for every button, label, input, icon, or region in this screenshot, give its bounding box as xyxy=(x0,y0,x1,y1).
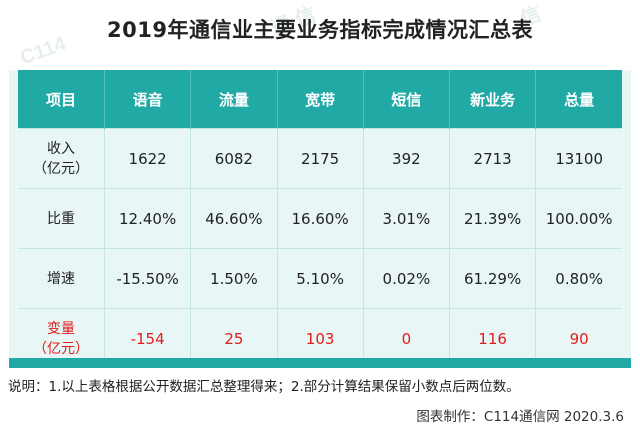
table-body: 收入 （亿元） 1622 6082 2175 392 2713 13100 比重 12.40% 46… xyxy=(18,128,622,368)
table-frame: 项目 语音 流量 宽带 短信 新业务 总量 收入 （亿元） 1622 6082 2175 392 271… xyxy=(9,70,631,368)
header-cell: 语音 xyxy=(104,70,192,129)
table-cell: 2175 xyxy=(277,128,364,189)
table-cell: 16.60% xyxy=(277,188,364,249)
table-cell: 13100 xyxy=(535,128,622,189)
table-row: 比重 12.40% 46.60% 16.60% 3.01% 21.39% 100.00% xyxy=(18,188,622,249)
table-cell: 61.29% xyxy=(449,248,537,309)
header-cell: 流量 xyxy=(190,70,278,129)
table-cell: 3.01% xyxy=(363,188,451,249)
table-row: 增速 -15.50% 1.50% 5.10% 0.02% 61.29% 0.80% xyxy=(18,248,622,309)
row-label: 收入 （亿元） xyxy=(18,128,105,189)
table-cell: 100.00% xyxy=(535,188,622,249)
table-row: 收入 （亿元） 1622 6082 2175 392 2713 13100 xyxy=(18,128,622,189)
table-cell: 12.40% xyxy=(104,188,192,249)
summary-table: 项目 语音 流量 宽带 短信 新业务 总量 收入 （亿元） 1622 6082 2175 392 271… xyxy=(18,70,622,368)
header-cell: 新业务 xyxy=(449,70,537,129)
page-title: 2019年通信业主要业务指标完成情况汇总表 xyxy=(107,18,533,42)
row-label-line: （亿元） xyxy=(33,160,89,177)
row-label-line: 比重 xyxy=(47,210,75,227)
row-label: 增速 xyxy=(18,248,105,309)
table-cell: 1622 xyxy=(104,128,192,189)
row-label-line: 增速 xyxy=(47,270,75,287)
header-cell: 宽带 xyxy=(277,70,364,129)
footnote: 说明：1.以上表格根据公开数据汇总整理得来；2.部分计算结果保留小数点后两位数。 xyxy=(8,379,520,395)
table-cell: 2713 xyxy=(449,128,537,189)
table-cell: 21.39% xyxy=(449,188,537,249)
table-cell: 392 xyxy=(363,128,451,189)
chart-credit: 图表制作：C114通信网 2020.3.6 xyxy=(416,409,624,425)
header-cell: 短信 xyxy=(363,70,451,129)
table-cell: 6082 xyxy=(190,128,278,189)
table-cell: 0.80% xyxy=(535,248,622,309)
table-cell: 1.50% xyxy=(190,248,278,309)
row-label-line: 收入 xyxy=(47,140,75,157)
table-cell: 5.10% xyxy=(277,248,364,309)
header-cell: 总量 xyxy=(535,70,622,129)
table-cell: 0.02% xyxy=(363,248,451,309)
table-cell: -15.50% xyxy=(104,248,192,309)
row-label-line: （亿元） xyxy=(33,340,89,357)
header-cell-item: 项目 xyxy=(18,70,105,129)
row-label: 比重 xyxy=(18,188,105,249)
table-cell: 46.60% xyxy=(190,188,278,249)
table-header-row: 项目 语音 流量 宽带 短信 新业务 总量 xyxy=(18,70,622,129)
row-label-line: 变量 xyxy=(47,320,75,337)
table-bottom-bar xyxy=(9,358,631,368)
